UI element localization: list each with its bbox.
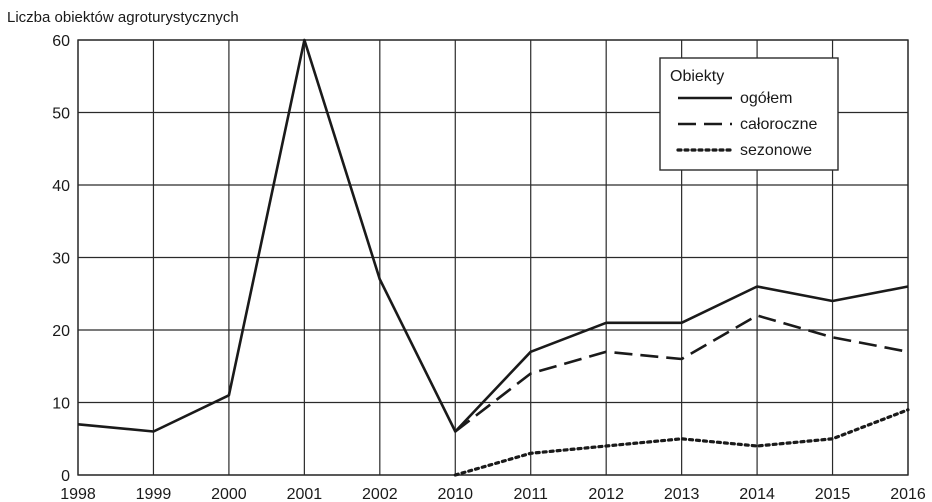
x-tick-label: 2016 [890,486,926,502]
legend: Obiekty ogółem całoroczne sezonowe [659,57,839,171]
y-tick-label: 30 [52,251,70,268]
plot-border [77,39,909,476]
x-tick-label: 2014 [739,486,775,502]
x-tick-label: 2002 [362,486,398,502]
y-tick-label: 40 [52,178,70,195]
x-tick-label: 1998 [60,486,96,502]
legend-entry: sezonowe [740,142,812,159]
series-line-całoroczne [454,314,909,433]
x-tick-label: 1999 [136,486,172,502]
x-tick-label: 2015 [815,486,851,502]
legend-box [659,57,839,171]
x-tick-label: 2013 [664,486,700,502]
x-tick-labels: 1998 1999 2000 2001 2002 2010 2011 2012 2013 2014… [60,486,926,502]
y-tick-label: 10 [52,396,70,413]
legend-title: Obiekty [670,68,724,85]
y-tick-label: 20 [52,323,70,340]
series-line-ogółem [77,38,909,433]
x-tick-label: 2000 [211,486,247,502]
y-tick-labels: 0 10 20 30 40 50 60 [52,33,70,485]
y-axis-label: Liczba obiektów agroturystycznych [7,9,239,26]
series-line-sezonowe [453,408,910,477]
series-lines [77,38,910,477]
legend-entry: ogółem [740,90,792,107]
x-tick-label: 2011 [514,486,549,502]
grid-lines [77,39,909,476]
x-tick-label: 2010 [437,486,473,502]
x-tick-label: 2001 [287,486,323,502]
y-tick-label: 60 [52,33,70,50]
x-tick-label: 2012 [588,486,624,502]
y-tick-label: 50 [52,106,70,123]
legend-entry: całoroczne [740,116,817,133]
y-tick-label: 0 [61,468,70,485]
